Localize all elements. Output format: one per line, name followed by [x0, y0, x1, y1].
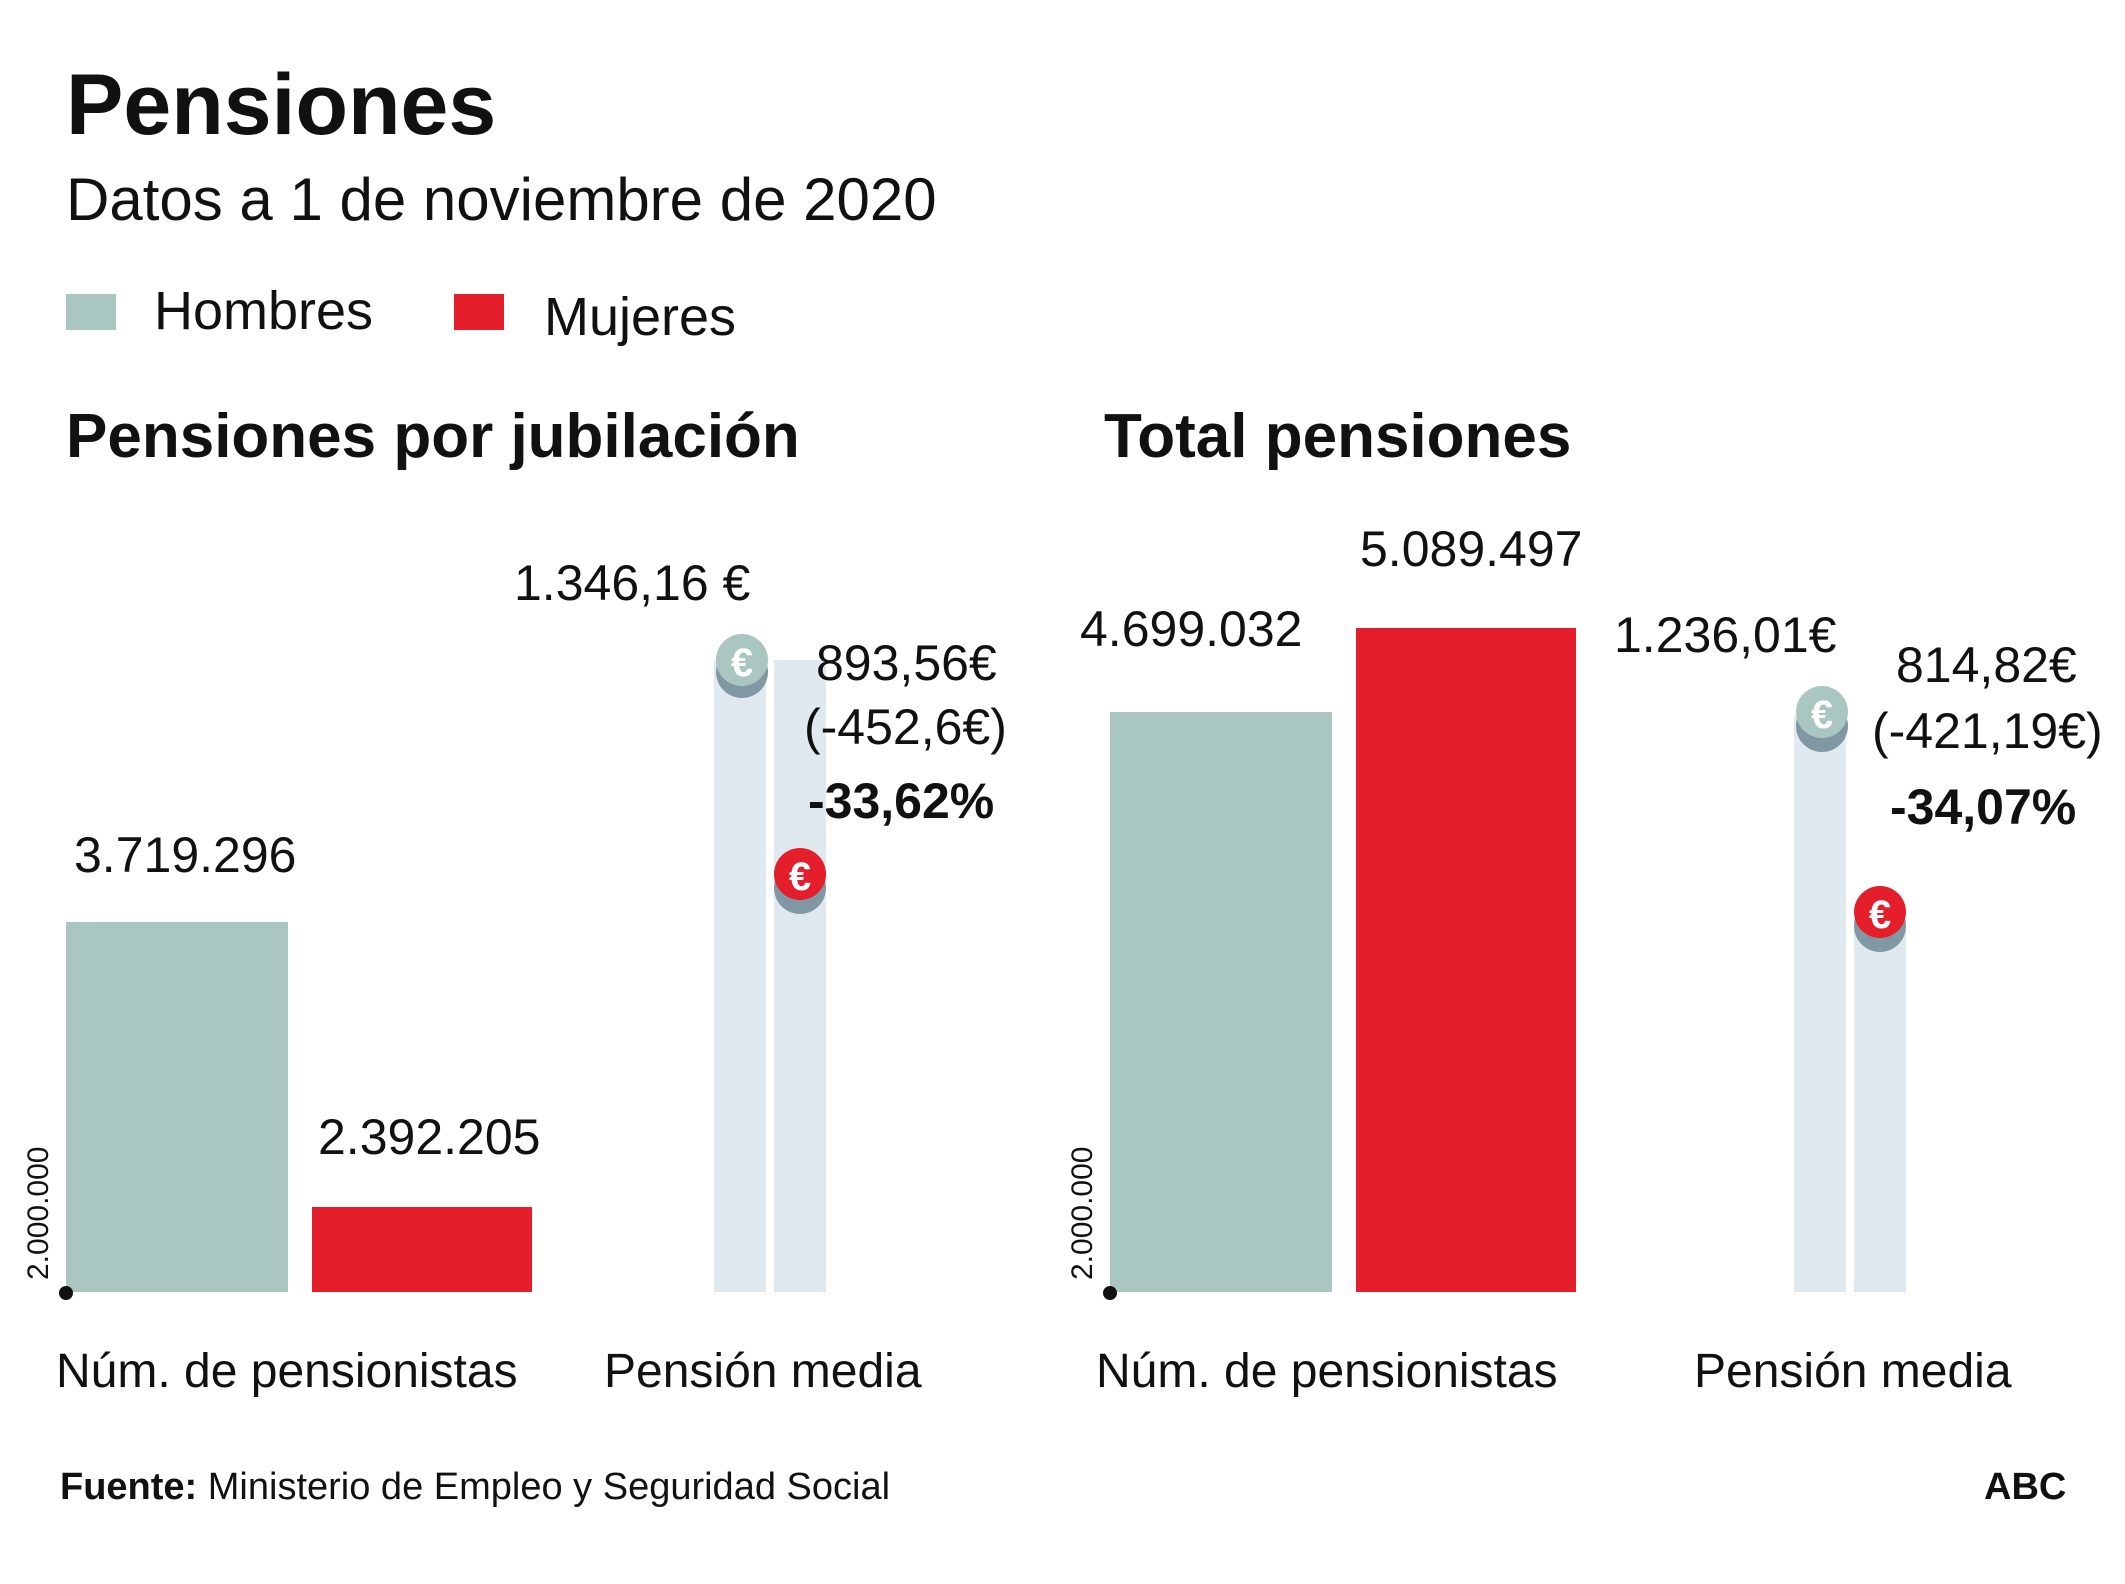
chart-title: Pensiones [66, 57, 497, 153]
legend-label-mujeres: Mujeres [544, 287, 737, 347]
bar-jubilacion-hombres [66, 922, 288, 1292]
axis-label-total: 2.000.000 [1066, 1147, 1099, 1280]
data-label-jubilacion-mujeres: 2.392.205 [318, 1109, 541, 1165]
legend-swatch-mujeres [454, 294, 504, 330]
data-label-total-hombres: 4.699.032 [1080, 601, 1303, 657]
svg-text:€: € [731, 641, 753, 685]
svg-text:€: € [789, 855, 811, 899]
bar-total-hombres [1110, 712, 1332, 1292]
bar-jubilacion-mujeres [312, 1207, 532, 1292]
pension-label-total-hombres: 1.236,01€ [1614, 607, 1837, 663]
euro-coin-icon: € [716, 634, 768, 698]
euro-coin-icon: € [1854, 886, 1906, 952]
pension-bar-total-mujeres [1854, 920, 1906, 1292]
pension-bar-jubilacion-hombres [714, 668, 766, 1292]
svg-text:€: € [1869, 893, 1891, 937]
axis-label-jubilacion: 2.000.000 [22, 1147, 55, 1280]
legend-label-hombres: Hombres [154, 281, 374, 341]
category-label-total-count: Núm. de pensionistas [1096, 1345, 1558, 1398]
category-label-jubilacion-pension: Pensión media [604, 1345, 922, 1398]
axis-origin-dot [59, 1286, 73, 1300]
section-title-jubilacion: Pensiones por jubilación [66, 402, 800, 471]
brand-logo: ABC [1984, 1466, 2067, 1508]
svg-text:€: € [1811, 693, 1833, 737]
chart-subtitle: Datos a 1 de noviembre de 2020 [66, 166, 937, 233]
data-label-total-mujeres: 5.089.497 [1360, 521, 1583, 577]
pension-bar-jubilacion-mujeres [774, 888, 826, 1292]
data-label-jubilacion-hombres: 3.719.296 [74, 827, 297, 883]
source-text: Ministerio de Empleo y Seguridad Social [207, 1466, 891, 1508]
pension-diff-total: (-421,19€) [1872, 703, 2103, 759]
pension-label-jubilacion-mujeres: 893,56€ [816, 635, 997, 691]
euro-coin-icon: € [774, 848, 826, 914]
legend-swatch-hombres [66, 294, 116, 330]
pension-label-jubilacion-hombres: 1.346,16 € [514, 555, 751, 611]
pension-pct-jubilacion: -33,62% [808, 773, 995, 829]
pension-bar-total-hombres [1794, 716, 1846, 1292]
category-label-jubilacion-count: Núm. de pensionistas [56, 1345, 518, 1398]
category-label-total-pension: Pensión media [1694, 1345, 2012, 1398]
bar-total-mujeres [1356, 628, 1576, 1292]
euro-coin-icon: € [1796, 686, 1848, 752]
pension-label-total-mujeres: 814,82€ [1896, 637, 2077, 693]
section-title-total: Total pensiones [1104, 402, 1572, 471]
pension-diff-jubilacion: (-452,6€) [804, 699, 1007, 755]
source-label: Fuente: [60, 1466, 198, 1508]
axis-origin-dot [1103, 1286, 1117, 1300]
source-note: Fuente: Ministerio de Empleo y Seguridad… [60, 1468, 890, 1506]
pension-pct-total: -34,07% [1890, 779, 2077, 835]
